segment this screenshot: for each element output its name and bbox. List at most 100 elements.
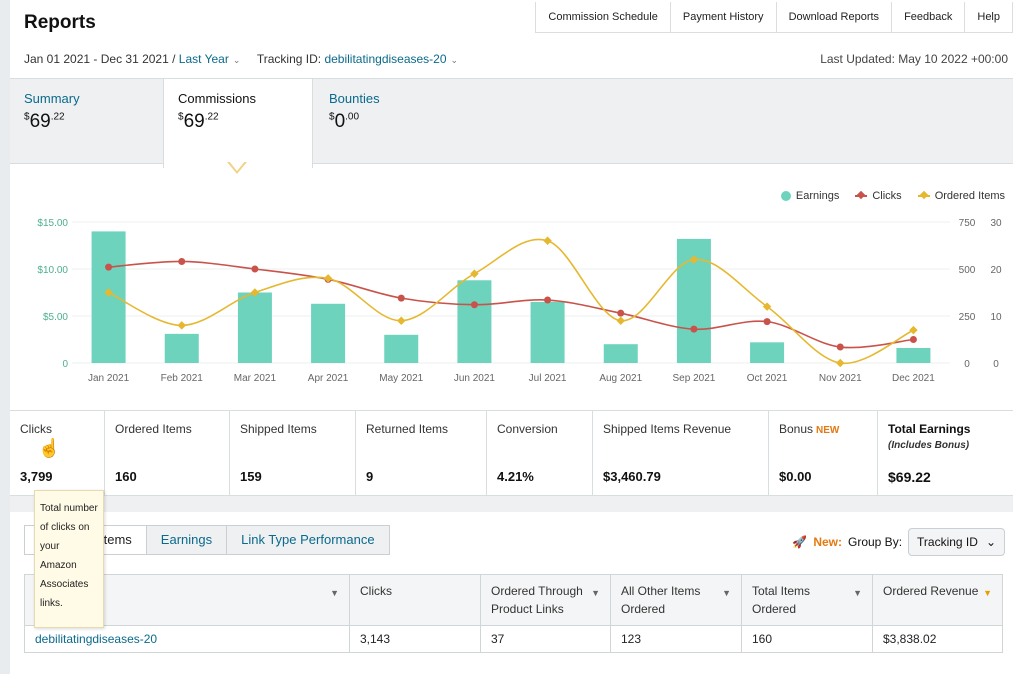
x-tick-label: Jun 2021 [454, 373, 496, 384]
table-cell: 3,143 [349, 625, 481, 653]
tracking-id-link[interactable]: debilitatingdiseases-20 [24, 625, 350, 653]
clicks-tick-label: 750 [959, 218, 976, 229]
group-by-control: 🚀 New: Group By: Tracking ID ⌄ [792, 528, 1005, 556]
items-tick-label: 20 [990, 265, 1002, 276]
line-marker-icon [917, 190, 930, 200]
tracking-label: Tracking ID: [256, 52, 322, 66]
bounties-amount: $0.00 [329, 111, 360, 132]
sort-icon: ▼ [722, 588, 731, 598]
nav-help[interactable]: Help [965, 2, 1013, 32]
metric-shipped-revenue[interactable]: Shipped Items Revenue $3,460.79 [593, 411, 769, 495]
bar-earnings [603, 344, 638, 363]
items-tick-label: 0 [993, 359, 999, 370]
group-by-select[interactable]: Tracking ID ⌄ [908, 528, 1005, 556]
metric-bonus[interactable]: Bonus NEW $0.00 [769, 411, 878, 495]
bar-earnings [384, 334, 419, 363]
point-ordered-items [836, 358, 845, 368]
hand-cursor-icon: ☝ [38, 438, 61, 458]
metric-shipped-items[interactable]: Shipped Items 159 [230, 411, 356, 495]
point-ordered-items [470, 269, 479, 278]
x-tick-label: Feb 2021 [161, 373, 204, 384]
metric-clicks[interactable]: Clicks 3,799 [10, 411, 105, 495]
left-tick-label: $10.00 [37, 265, 68, 276]
line-marker-icon [855, 190, 868, 200]
point-ordered-items [250, 288, 260, 297]
point-ordered-items [104, 288, 113, 297]
point-ordered-items [543, 236, 552, 246]
metrics-row: Clicks 3,799 Ordered Items 160 Shipped Ite… [10, 410, 1013, 496]
bar-earnings [237, 292, 272, 363]
section-divider [10, 496, 1013, 512]
column-header-ordered-through[interactable]: ▼ Ordered Through Product Links [480, 574, 611, 626]
bar-earnings [164, 333, 199, 363]
chart-legend: Earnings Clicks Ordered Items [780, 190, 1005, 202]
metric-ordered-items[interactable]: Ordered Items 160 [105, 411, 230, 495]
x-tick-label: Oct 2021 [747, 373, 788, 384]
metric-returned-items[interactable]: Returned Items 9 [356, 411, 487, 495]
point-ordered-items [616, 316, 625, 325]
items-tick-label: 30 [990, 218, 1002, 229]
point-clicks [763, 318, 771, 326]
point-clicks [470, 301, 478, 309]
tab-earnings[interactable]: Earnings [146, 526, 228, 554]
table-cell: 37 [480, 625, 611, 653]
chevron-down-icon: ⌄ [450, 55, 459, 65]
column-header-clicks[interactable]: Clicks [349, 574, 481, 626]
summary-amount: $69.22 [24, 111, 65, 132]
column-header-all-other[interactable]: ▼ All Other Items Ordered [610, 574, 742, 626]
tab-bounties[interactable]: Bounties $0.00 [315, 79, 465, 165]
commissions-amount: $69.22 [178, 111, 219, 132]
x-tick-label: Sep 2021 [673, 373, 716, 384]
x-tick-label: Nov 2021 [819, 373, 862, 384]
bar-earnings [311, 303, 346, 363]
nav-commission-schedule[interactable]: Commission Schedule [536, 2, 671, 32]
point-clicks [909, 336, 917, 343]
tab-label: Commissions [178, 91, 257, 106]
earnings-chart: $15.00 750 30 $10.00 500 20 $5.00 250 10 0 0 0 Jan 2… [37, 218, 1002, 384]
x-tick-label: Apr 2021 [308, 373, 349, 384]
column-header-ordered-revenue[interactable]: ▼ Ordered Revenue [872, 574, 1003, 626]
point-clicks [397, 294, 405, 302]
point-clicks [617, 309, 625, 317]
point-ordered-items [909, 325, 918, 335]
period-dropdown[interactable]: Last Year ⌄ [178, 52, 241, 66]
tab-link-type-performance[interactable]: Link Type Performance [227, 526, 389, 554]
clicks-tick-label: 500 [959, 265, 976, 276]
nav-feedback[interactable]: Feedback [892, 2, 966, 32]
point-clicks [544, 296, 552, 304]
tracking-table: ▼ Clicks ▼ Ordered Through Product Links … [24, 574, 1003, 653]
metric-conversion[interactable]: Conversion 4.21% [487, 411, 593, 495]
nav-payment-history[interactable]: Payment History [671, 2, 777, 32]
point-ordered-items [177, 321, 186, 330]
x-tick-label: May 2021 [379, 373, 423, 384]
clicks-tick-label: 0 [964, 359, 970, 370]
legend-clicks[interactable]: Clicks [855, 190, 902, 202]
x-tick-label: Aug 2021 [599, 373, 642, 384]
sort-icon: ▼ [983, 588, 992, 598]
x-tick-label: Dec 2021 [892, 373, 935, 384]
new-badge: NEW [816, 425, 840, 436]
point-clicks [251, 265, 259, 273]
column-header-total-items[interactable]: ▼ Total Items Ordered [741, 574, 873, 626]
tracking-id-dropdown[interactable]: debilitatingdiseases-20 ⌄ [324, 52, 459, 66]
items-tick-label: 10 [990, 312, 1002, 323]
nav-download-reports[interactable]: Download Reports [777, 2, 893, 32]
legend-earnings[interactable]: Earnings [780, 190, 839, 202]
x-tick-label: Jan 2021 [88, 373, 130, 384]
metric-total-earnings[interactable]: Total Earnings (Includes Bonus) $69.22 [888, 422, 971, 485]
tab-summary[interactable]: Summary $69.22 [10, 79, 162, 165]
bar-earnings [457, 280, 492, 363]
clicks-tooltip: Total number of clicks on your Amazon As… [34, 490, 104, 628]
date-range: Jan 01 2021 - Dec 31 2021 / [24, 52, 176, 66]
tab-commissions[interactable]: Commissions $69.22 [163, 79, 313, 168]
point-clicks [690, 325, 698, 333]
x-tick-label: Jul 2021 [529, 373, 567, 384]
table-cell: 160 [741, 625, 873, 653]
legend-ordered-items[interactable]: Ordered Items [917, 190, 1005, 202]
tab-label: Summary [24, 91, 80, 106]
sort-icon: ▼ [591, 588, 600, 598]
bar-earnings [91, 231, 126, 363]
point-ordered-items [397, 316, 406, 325]
point-clicks [836, 343, 844, 351]
top-nav: Commission Schedule Payment History Down… [535, 2, 1013, 33]
